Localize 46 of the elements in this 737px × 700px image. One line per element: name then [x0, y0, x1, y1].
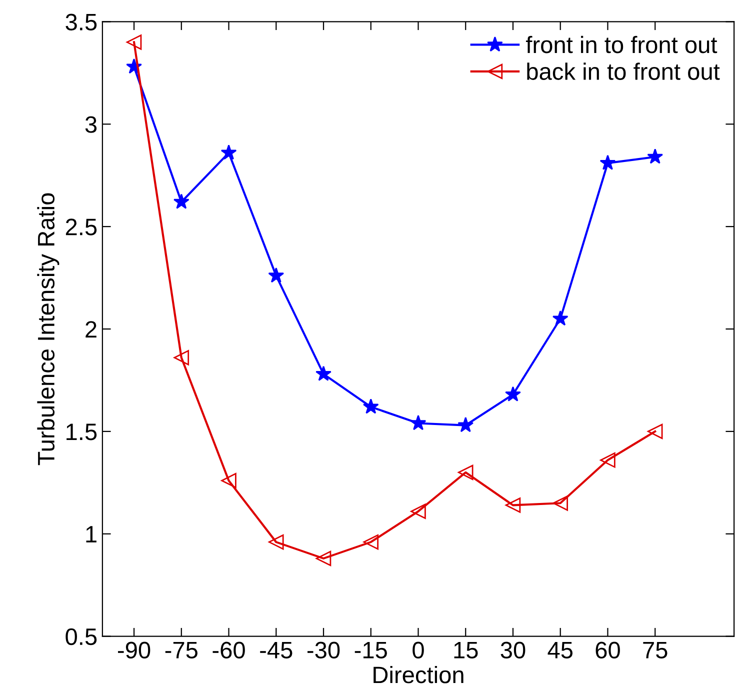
point — [268, 534, 284, 550]
point — [552, 495, 568, 511]
point — [173, 194, 190, 209]
point — [552, 310, 568, 326]
point — [505, 498, 521, 513]
legend-label: back in to front out — [527, 62, 720, 80]
x-tick-label: 0 — [412, 642, 424, 659]
point — [647, 148, 664, 164]
point — [410, 504, 426, 519]
x-tick-label: 75 — [643, 642, 668, 659]
point — [220, 144, 237, 160]
y-tick-label: 1.5 — [66, 424, 97, 440]
x-tick-label: 15 — [454, 642, 478, 659]
point — [362, 398, 379, 414]
point — [221, 472, 236, 488]
y-tick-label: 2 — [86, 321, 96, 338]
x-tick-label: 60 — [596, 642, 620, 659]
point — [600, 154, 616, 170]
y-tick-label: 3.5 — [66, 14, 97, 30]
y-tick-label: 3 — [85, 116, 97, 133]
y-axis-title: Turbulence Intensity Ratio — [37, 193, 60, 466]
point — [126, 34, 142, 50]
point — [363, 534, 379, 550]
y-tick-label: 0.5 — [66, 628, 97, 646]
x-tick-label: -75 — [165, 642, 198, 659]
x-tick-label: -90 — [118, 642, 150, 659]
x-tick-label: -45 — [260, 642, 292, 659]
x-tick-label: -60 — [212, 642, 245, 659]
x-tick-label: -30 — [307, 642, 340, 659]
point — [316, 550, 332, 566]
x-tick-label: 30 — [500, 642, 526, 659]
point — [647, 424, 663, 440]
point — [600, 452, 616, 468]
x-axis-title: Direction — [374, 666, 464, 684]
x-tick-label: 45 — [548, 642, 572, 659]
legend-label: front in to front out — [526, 36, 718, 54]
point — [458, 464, 474, 480]
point — [174, 350, 190, 366]
point — [268, 267, 284, 283]
y-tick-label: 2.5 — [66, 218, 97, 236]
y-tick-label: 1 — [86, 526, 96, 542]
point — [410, 414, 426, 430]
point — [458, 416, 474, 432]
point — [316, 366, 332, 381]
point — [505, 386, 521, 402]
x-tick-label: -15 — [354, 642, 387, 659]
